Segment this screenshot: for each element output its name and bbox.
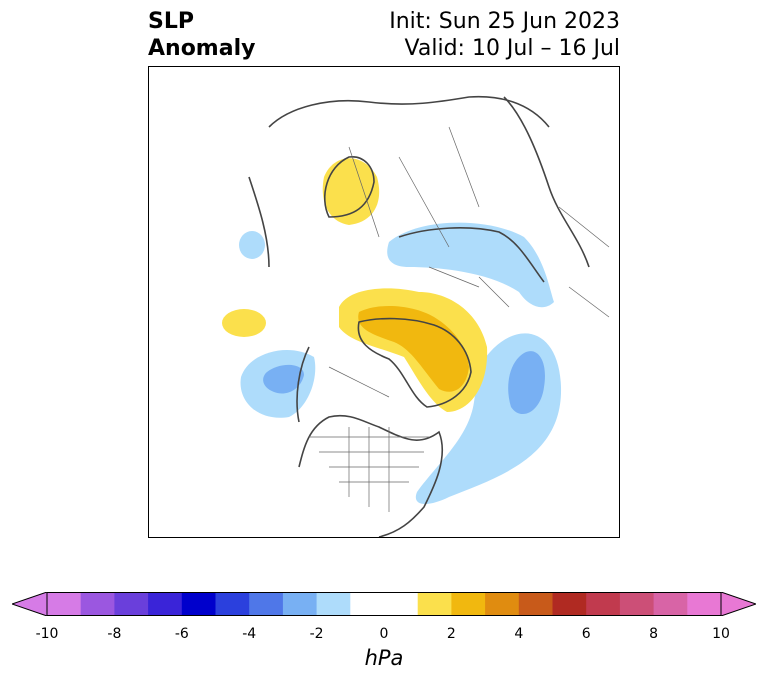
colorbar-under-arrow xyxy=(12,592,48,616)
aleutian-high xyxy=(222,309,266,337)
map-svg xyxy=(222,95,610,537)
colorbar-bin-1 xyxy=(80,592,115,616)
colorbar-bin-18 xyxy=(687,592,722,616)
colorbar-outline xyxy=(46,592,722,616)
colorbar-tick-label: -8 xyxy=(107,626,122,642)
colorbar-bin-14 xyxy=(552,592,587,616)
colorbar-tick-label: -2 xyxy=(309,626,324,642)
colorbar-bin-4 xyxy=(181,592,216,616)
colorbar-tick-label: -6 xyxy=(174,626,189,642)
colorbar-bin-0 xyxy=(47,592,82,616)
colorbar-bin-9 xyxy=(350,592,419,616)
coastlines xyxy=(248,95,590,537)
map-title: SLP Anomaly xyxy=(148,8,255,62)
scandinavia-high xyxy=(322,158,380,225)
colorbar-tick-label: 4 xyxy=(514,626,524,642)
colorbar-bin-17 xyxy=(653,592,688,616)
colorbar-bin-10 xyxy=(417,592,452,616)
init-date: Init: Sun 25 Jun 2023 xyxy=(389,9,620,34)
colorbar-bin-15 xyxy=(586,592,621,616)
colorbar-bin-6 xyxy=(249,592,284,616)
colorbar-tick-label: 6 xyxy=(581,626,591,642)
siberia-negative xyxy=(387,222,554,308)
colorbar-bin-3 xyxy=(148,592,183,616)
forecast-dates: Init: Sun 25 Jun 2023 Valid: 10 Jul – 16… xyxy=(389,8,620,62)
title-line-1: SLP xyxy=(148,9,194,34)
colorbar-bin-8 xyxy=(316,592,351,616)
north-atlantic-low-inner xyxy=(508,351,545,415)
colorbar-bin-16 xyxy=(619,592,655,616)
colorbar-bin-13 xyxy=(518,592,553,616)
colorbar-over-arrow xyxy=(720,592,756,616)
small-negative-blob xyxy=(239,231,265,259)
colorbar-tick-label: 2 xyxy=(446,626,456,642)
colorbar-tick-label: 8 xyxy=(649,626,659,642)
colorbar-tick-label: 0 xyxy=(379,626,389,642)
colorbar-bin-5 xyxy=(215,592,250,616)
colorbar-unit-label: hPa xyxy=(364,646,404,670)
colorbar-bin-7 xyxy=(282,592,318,616)
colorbar-bin-12 xyxy=(485,592,520,616)
title-line-2: Anomaly xyxy=(148,36,256,61)
colorbar-tick-label: -10 xyxy=(35,626,59,642)
colorbar-tick-label: 10 xyxy=(712,626,730,642)
colorbar-bin-2 xyxy=(114,592,149,616)
colorbar xyxy=(12,592,756,616)
colorbar-tick-label: -4 xyxy=(242,626,257,642)
anomaly-map xyxy=(148,66,620,538)
borders xyxy=(309,126,610,512)
colorbar-bin-11 xyxy=(451,592,486,616)
alaska-low-inner xyxy=(263,364,304,394)
valid-range: Valid: 10 Jul – 16 Jul xyxy=(404,36,620,61)
